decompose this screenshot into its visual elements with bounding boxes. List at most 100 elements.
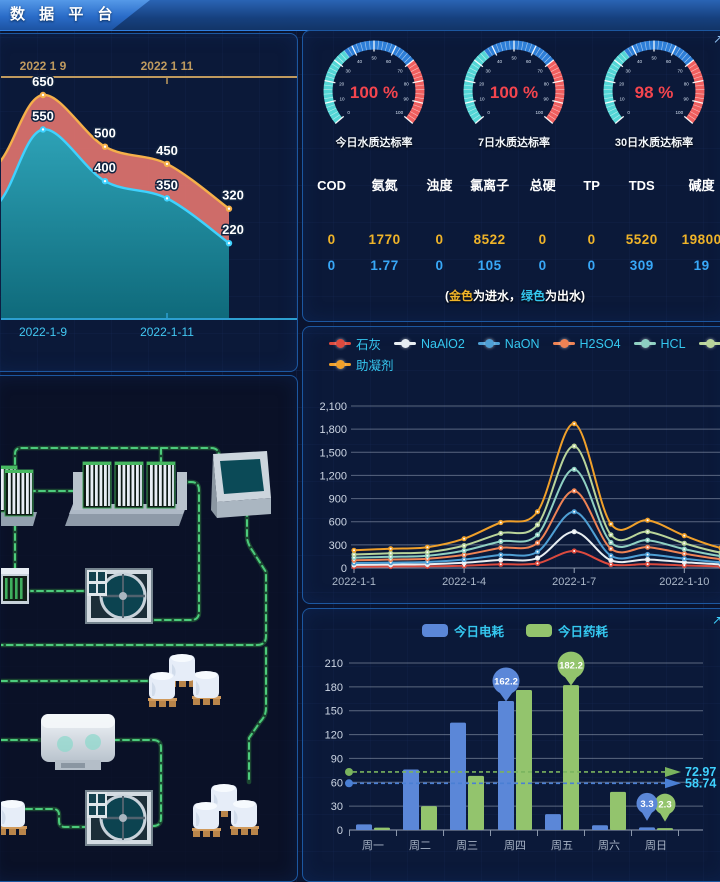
- svg-text:30: 30: [345, 68, 351, 73]
- svg-text:40: 40: [497, 59, 503, 64]
- membrane-rack-left-top[interactable]: [1, 466, 37, 526]
- table-cell: 0: [309, 232, 354, 247]
- filter-press-machine[interactable]: [41, 714, 115, 770]
- daily-consumption-bar-chart[interactable]: 0306090120150180210周一周二周三周四周五周六周日72.9758…: [303, 609, 720, 881]
- clarifier-1[interactable]: [85, 568, 153, 624]
- svg-text:20: 20: [339, 82, 345, 87]
- bar-今日药耗-周五: [563, 685, 579, 830]
- bar-今日电耗-周二: [403, 770, 419, 830]
- svg-text:0: 0: [347, 110, 350, 115]
- bar-今日药耗-周一: [374, 828, 390, 830]
- svg-text:40: 40: [637, 59, 643, 64]
- data-label: 450: [156, 143, 178, 158]
- svg-text:3.3: 3.3: [640, 799, 653, 810]
- top-header-bar: 数 据 平 台: [0, 0, 720, 31]
- panel-facility-scene: [0, 375, 298, 882]
- data-label: 320: [222, 188, 244, 203]
- x-tick-label: 周六: [598, 839, 620, 852]
- table-cell: COD: [309, 178, 354, 193]
- gauge-caption: 30日水质达标率: [589, 134, 719, 150]
- facility-3d-scene[interactable]: [1, 378, 296, 878]
- table-cell: 19800: [670, 232, 720, 247]
- membrane-rack-group-main[interactable]: [65, 462, 187, 526]
- svg-text:20: 20: [619, 82, 625, 87]
- table-cell: 105: [464, 258, 515, 273]
- data-label: 220: [222, 222, 244, 237]
- svg-text:100: 100: [675, 110, 683, 115]
- svg-text:50: 50: [511, 56, 517, 61]
- gauge-value: 100 %: [490, 83, 538, 102]
- table-cell: 总硬: [515, 178, 570, 193]
- bar-今日电耗-周六: [592, 825, 608, 830]
- x-axis-label: 2022-1-11: [140, 325, 194, 339]
- storage-bags-group-3[interactable]: [192, 784, 259, 837]
- svg-text:50: 50: [651, 56, 657, 61]
- page-title: 数 据 平 台: [10, 0, 118, 30]
- table-cell: 1770: [354, 232, 415, 247]
- gauge-caption: 今日水质达标率: [309, 134, 439, 150]
- y-tick-label: 1,800: [319, 424, 347, 436]
- y-tick-label: 210: [325, 658, 343, 670]
- note-cyan: 绿色: [521, 289, 545, 303]
- svg-text:90: 90: [403, 97, 409, 102]
- table-cell: TP: [570, 178, 613, 193]
- storage-bags-group-2[interactable]: [1, 800, 27, 835]
- data-label: 550: [32, 108, 54, 123]
- svg-text:100: 100: [395, 110, 403, 115]
- table-cell: 碱度: [670, 178, 720, 193]
- svg-text:70: 70: [537, 68, 543, 73]
- svg-text:10: 10: [479, 97, 485, 102]
- clarifier-2[interactable]: [85, 790, 153, 846]
- top-axis-label: 2022 1 9: [20, 59, 67, 73]
- y-tick-label: 30: [331, 801, 343, 813]
- y-tick-label: 60: [331, 777, 343, 789]
- data-label: 350: [156, 177, 178, 192]
- x-tick-label: 2022-1-1: [332, 576, 376, 588]
- svg-text:60: 60: [666, 59, 672, 64]
- dosing-cabinet-left[interactable]: [1, 568, 29, 604]
- svg-text:70: 70: [677, 68, 683, 73]
- table-cell: 氯离子: [464, 178, 515, 193]
- table-cell: 0: [570, 258, 613, 273]
- table-cell: 0: [515, 258, 570, 273]
- bar-今日电耗-周一: [356, 824, 372, 830]
- svg-text:30: 30: [485, 68, 491, 73]
- svg-text:10: 10: [619, 97, 625, 102]
- x-tick-label: 2022-1-7: [552, 576, 596, 588]
- storage-bags-group-1[interactable]: [148, 654, 221, 707]
- x-tick-label: 周五: [551, 839, 573, 852]
- x-tick-label: 2022-1-10: [659, 576, 709, 588]
- y-tick-label: 150: [325, 706, 343, 718]
- gauge-value: 100 %: [350, 83, 398, 102]
- panel-chemical-dosing: 石灰NaAlO2NaONH2SO4HCLNaCLO助凝剂 03006009001…: [302, 326, 720, 604]
- svg-text:80: 80: [544, 82, 550, 87]
- data-label: 500: [94, 126, 116, 141]
- note-mid: 为进水，: [473, 289, 521, 303]
- table-cell: 0: [570, 232, 613, 247]
- gauge-value: 98 %: [635, 83, 674, 102]
- settling-pool[interactable]: [211, 451, 271, 518]
- table-cell: 8522: [464, 232, 515, 247]
- x-tick-label: 2022-1-4: [442, 576, 486, 588]
- svg-text:50: 50: [371, 56, 377, 61]
- svg-text:30: 30: [625, 68, 631, 73]
- table-note: (金色为进水，绿色为出水): [303, 287, 720, 304]
- y-tick-label: 90: [331, 753, 343, 765]
- y-tick-label: 1,200: [319, 470, 347, 482]
- table-cell: 19: [670, 258, 720, 273]
- y-tick-label: 0: [337, 825, 343, 837]
- x-tick-label: 周日: [645, 839, 667, 852]
- table-cell: 0: [415, 232, 464, 247]
- x-tick-label: 周四: [504, 839, 526, 852]
- table-cell: 浊度: [415, 178, 464, 193]
- table-cell: 0: [515, 232, 570, 247]
